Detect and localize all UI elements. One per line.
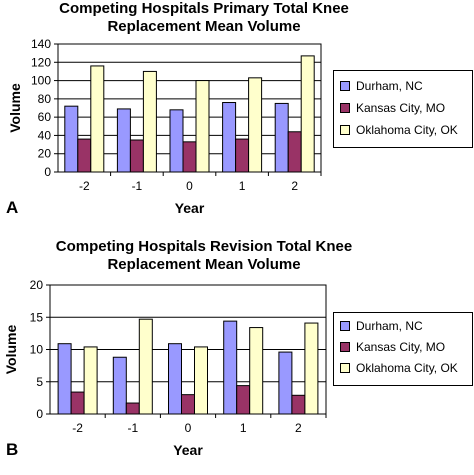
chart-panel-b: Competing Hospitals Revision Total Knee …	[0, 238, 474, 475]
bar	[287, 131, 302, 173]
x-tick-label: 2	[291, 179, 298, 193]
bar	[57, 343, 72, 415]
x-axis-label: Year	[173, 442, 203, 458]
y-tick-label: 0	[44, 165, 51, 179]
bar	[278, 351, 293, 415]
bar	[138, 318, 153, 415]
x-tick-label: 1	[239, 179, 246, 193]
y-tick-label: 100	[31, 74, 51, 88]
chart-svg-b: 0 5 10 15 20 -2 -1 0 1 2 Year Volume	[3, 278, 327, 458]
chart-svg-a: 0 20 40 60 80 100 120 140 -2 -1 0 1 2 Year Volume	[7, 37, 322, 216]
bar	[169, 109, 184, 173]
bar	[236, 385, 251, 415]
legend-swatch	[340, 81, 350, 91]
plot-border	[57, 43, 322, 173]
legend-label: Oklahoma City, OK	[356, 123, 458, 137]
x-tick-label: -2	[79, 179, 90, 193]
y-tick-label: 20	[38, 147, 52, 161]
plot-border	[49, 284, 327, 415]
bar	[125, 402, 140, 415]
bar	[235, 138, 250, 173]
legend-swatch	[340, 103, 350, 113]
x-tick-label: 0	[186, 179, 193, 193]
legend-label: Kansas City, MO	[356, 340, 446, 354]
legend-item: Durham, NC	[340, 319, 423, 333]
chart-title-b: Competing Hospitals Revision Total Knee …	[0, 238, 408, 274]
y-tick-label: 120	[31, 55, 51, 69]
bar	[274, 102, 289, 173]
x-axis-label: Year	[175, 200, 205, 216]
y-tick-label: 60	[38, 110, 52, 124]
bar	[194, 346, 208, 415]
chart-title-line-2: Replacement Mean Volume	[107, 18, 301, 35]
y-tick-label: 5	[36, 375, 43, 389]
x-tick-label: -1	[132, 179, 143, 193]
y-tick-label: 140	[31, 37, 51, 51]
bar	[249, 327, 264, 415]
legend-item: Oklahoma City, OK	[340, 361, 458, 375]
legend-label: Oklahoma City, OK	[356, 361, 458, 375]
chart-panel-a: Competing Hospitals Primary Total Knee R…	[0, 0, 474, 235]
x-tick-label: 0	[185, 421, 192, 435]
x-tick-label: 1	[240, 421, 247, 435]
bar	[83, 346, 98, 415]
chart-title-line-1: Competing Hospitals Revision Total Knee	[55, 238, 353, 255]
legend-swatch	[340, 321, 350, 331]
bar	[129, 139, 144, 173]
bar	[182, 141, 197, 173]
y-tick-label: 80	[38, 92, 52, 106]
bar	[304, 322, 319, 415]
bar	[70, 391, 85, 415]
bar	[195, 80, 210, 173]
chart-title-line-1: Competing Hospitals Primary Total Knee	[59, 0, 349, 17]
y-tick-label: 0	[36, 407, 43, 421]
x-tick-label: 2	[295, 421, 302, 435]
bar	[300, 55, 315, 173]
bar	[291, 394, 306, 415]
legend-item: Durham, NC	[340, 79, 423, 93]
legend-item: Kansas City, MO	[340, 340, 445, 354]
y-tick-label: 10	[30, 343, 44, 357]
y-tick-label: 20	[30, 278, 44, 292]
panel-letter-a: A	[6, 198, 19, 217]
legend-item: Kansas City, MO	[340, 101, 445, 115]
bar	[181, 394, 195, 415]
bar	[112, 356, 127, 415]
legend-swatch	[340, 125, 350, 135]
chart-title-a: Competing Hospitals Primary Total Knee R…	[0, 0, 408, 36]
legend-a: Durham, NC Kansas City, MO Oklahoma City…	[333, 70, 473, 148]
legend-label: Durham, NC	[356, 319, 423, 333]
bar	[64, 105, 79, 173]
panel-letter-b: B	[6, 440, 19, 459]
legend-swatch	[340, 342, 350, 352]
bar	[142, 70, 157, 173]
x-tick-label: -1	[127, 421, 138, 435]
y-axis-label: Volume	[7, 83, 23, 133]
legend-item: Oklahoma City, OK	[340, 123, 458, 137]
bar	[116, 108, 131, 173]
y-axis-label: Volume	[3, 325, 19, 375]
legend-label: Durham, NC	[356, 79, 423, 93]
bar	[248, 77, 263, 173]
bar	[90, 65, 105, 173]
chart-title-line-2: Replacement Mean Volume	[107, 256, 301, 273]
bar	[77, 138, 92, 173]
legend-label: Kansas City, MO	[356, 101, 446, 115]
legend-b: Durham, NC Kansas City, MO Oklahoma City…	[333, 312, 473, 386]
y-tick-label: 40	[38, 128, 52, 142]
bar	[168, 343, 182, 415]
bar	[223, 320, 238, 415]
legend-swatch	[340, 363, 350, 373]
y-tick-label: 15	[30, 310, 44, 324]
x-tick-label: -2	[72, 421, 83, 435]
bar	[222, 102, 237, 173]
